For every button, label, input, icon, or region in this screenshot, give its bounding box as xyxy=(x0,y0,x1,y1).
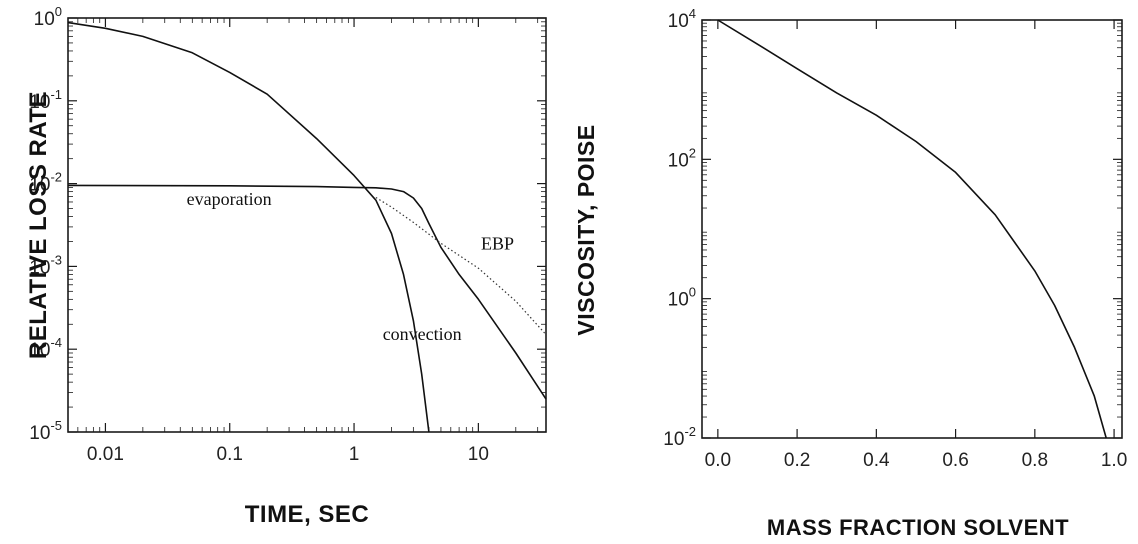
y-tick-label: 10-1 xyxy=(29,87,62,113)
y-tick-exp: -5 xyxy=(50,418,62,433)
annotation-convection: convection xyxy=(383,324,462,344)
y-tick-base: 10 xyxy=(29,175,50,196)
y-tick-label: 10-2 xyxy=(29,170,62,196)
x-tick-label: 0.6 xyxy=(942,450,968,471)
y-tick-base: 10 xyxy=(29,340,50,361)
y-tick-label: 10-2 xyxy=(663,424,696,450)
y-tick-exp: -3 xyxy=(50,252,62,267)
y-tick-label: 10-5 xyxy=(29,418,62,444)
x-tick-label: 0.4 xyxy=(863,450,890,471)
y-tick-exp: 0 xyxy=(689,285,696,300)
y-tick-exp: -2 xyxy=(684,424,696,439)
right-plot-frame xyxy=(701,19,1123,439)
annotation-ebp: EBP xyxy=(481,233,514,253)
x-tick-label: 0.1 xyxy=(217,444,243,465)
y-tick-base: 10 xyxy=(29,92,50,113)
annotation-evaporation: evaporation xyxy=(187,189,272,209)
convection-series-line xyxy=(67,21,430,433)
y-tick-base: 10 xyxy=(668,11,689,32)
x-tick-label: 0.0 xyxy=(705,450,731,471)
y-tick-label: 100 xyxy=(34,4,62,30)
y-tick-exp: 0 xyxy=(55,4,62,19)
y-tick-exp: -1 xyxy=(50,87,62,102)
y-tick-label: 102 xyxy=(668,145,696,171)
x-tick-label: 0.2 xyxy=(784,450,810,471)
left-y-axis-title: RELATIVE LOSS RATE xyxy=(25,91,52,359)
y-tick-exp: 2 xyxy=(689,145,696,160)
x-tick-label: 0.8 xyxy=(1022,450,1048,471)
x-tick-label: 1 xyxy=(349,444,360,465)
x-tick-label: 1.0 xyxy=(1101,450,1127,471)
y-tick-base: 10 xyxy=(668,150,689,171)
left-series xyxy=(67,21,547,433)
left-annotations: evaporation convection EBP xyxy=(187,189,514,344)
right-x-axis-title: MASS FRACTION SOLVENT xyxy=(767,515,1069,540)
left-plot-frame xyxy=(67,17,547,433)
viscosity-series-line xyxy=(717,19,1107,439)
x-tick-label: 0.01 xyxy=(87,444,124,465)
right-series xyxy=(717,19,1107,439)
y-tick-base: 10 xyxy=(29,257,50,278)
x-tick-label: 10 xyxy=(468,444,489,465)
y-tick-exp: 4 xyxy=(689,6,696,21)
left-x-axis-title: TIME, SEC xyxy=(245,501,370,528)
y-tick-base: 10 xyxy=(668,290,689,311)
y-tick-label: 10-4 xyxy=(29,335,62,361)
y-tick-label: 104 xyxy=(668,6,696,32)
evaporation-series-line xyxy=(67,184,547,400)
y-tick-base: 10 xyxy=(663,429,684,450)
y-tick-label: 10-3 xyxy=(29,252,62,278)
y-tick-label: 100 xyxy=(668,285,696,311)
y-tick-exp: -4 xyxy=(50,335,62,350)
y-tick-exp: -2 xyxy=(50,170,62,185)
y-tick-base: 10 xyxy=(34,9,55,30)
y-tick-base: 10 xyxy=(29,423,50,444)
right-y-axis-title: VISCOSITY, POISE xyxy=(573,124,599,335)
